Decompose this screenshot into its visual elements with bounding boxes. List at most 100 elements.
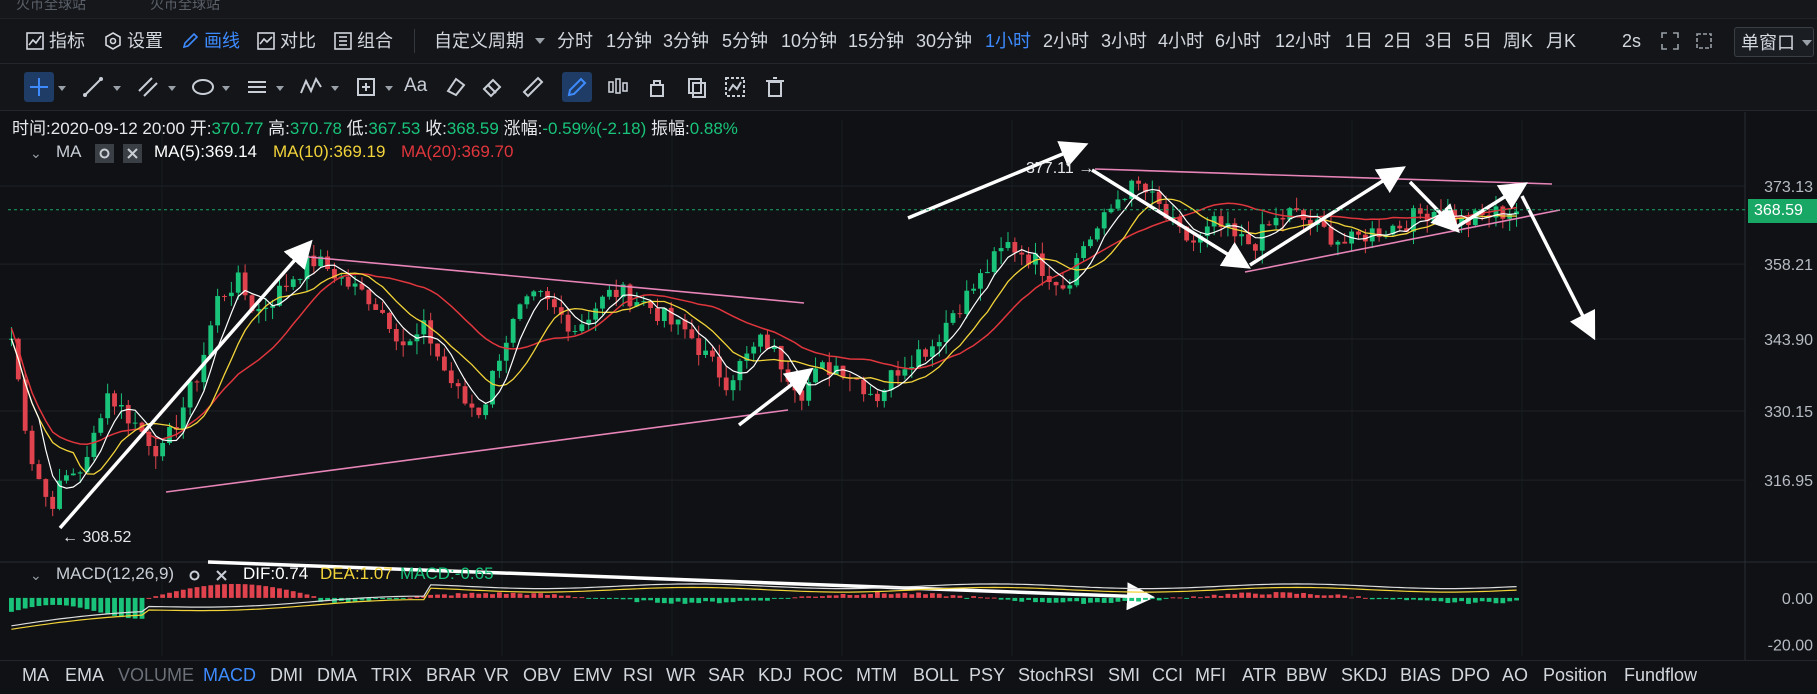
close-icon[interactable] <box>212 566 231 590</box>
window-mode-dropdown[interactable]: 单窗口 <box>1734 27 1814 57</box>
gear-icon[interactable] <box>95 144 114 163</box>
custom-period-dropdown[interactable]: 自定义周期 <box>434 19 546 63</box>
indicator-tab-emv[interactable]: EMV <box>573 665 613 685</box>
trendline-tool[interactable] <box>78 72 108 102</box>
indicator-tab-bbw[interactable]: BBW <box>1286 665 1328 685</box>
text-tool[interactable]: Aa <box>401 72 431 102</box>
ellipse-tool[interactable] <box>188 72 218 102</box>
popout-button[interactable] <box>1694 19 1714 63</box>
indicator-tab-mfi[interactable]: MFI <box>1195 665 1226 685</box>
indicator-button[interactable]: 指标 <box>26 19 85 63</box>
eraser-tool[interactable] <box>441 72 471 102</box>
indicator-tab-skdj[interactable]: SKDJ <box>1341 665 1388 685</box>
browser-tab[interactable]: 火币全球站 <box>150 0 220 12</box>
period-10[interactable]: 4小时 <box>1158 31 1205 51</box>
period-8[interactable]: 2小时 <box>1043 31 1090 51</box>
indicator-tab-atr[interactable]: ATR <box>1242 665 1277 685</box>
candle-body <box>661 307 667 322</box>
keep-drawing-tool[interactable] <box>562 72 592 102</box>
candle-body <box>1500 206 1506 219</box>
compare-button[interactable]: 对比 <box>257 19 316 63</box>
indicator-tab-position[interactable]: Position <box>1543 665 1608 685</box>
period-13[interactable]: 1日 <box>1345 31 1374 51</box>
indicator-tab-dpo[interactable]: DPO <box>1451 665 1491 685</box>
indicator-tab-obv[interactable]: OBV <box>523 665 562 685</box>
period-17[interactable]: 周K <box>1503 31 1534 51</box>
indicator-tab-fundflow[interactable]: Fundflow <box>1624 665 1698 685</box>
chevron-down-icon[interactable] <box>385 86 393 91</box>
period-12[interactable]: 12小时 <box>1275 31 1332 51</box>
period-3[interactable]: 5分钟 <box>722 31 769 51</box>
combo-button[interactable]: 组合 <box>334 19 393 63</box>
draw-line-button[interactable]: 画线 <box>181 19 240 63</box>
macd-bar <box>943 596 949 598</box>
period-7[interactable]: 1小时 <box>985 31 1032 51</box>
indicator-tab-stochrsi[interactable]: StochRSI <box>1018 665 1095 685</box>
ruler-tool[interactable] <box>518 72 548 102</box>
indicator-tab-sar[interactable]: SAR <box>708 665 746 685</box>
fibonacci-tool[interactable] <box>242 72 272 102</box>
indicator-tab-psy[interactable]: PSY <box>969 665 1006 685</box>
template-tool[interactable] <box>720 72 750 102</box>
chevron-down-icon[interactable] <box>276 86 284 91</box>
crosshair-tool[interactable] <box>24 72 54 102</box>
indicator-tab-vr[interactable]: VR <box>484 665 510 685</box>
indicator-tab-volume[interactable]: VOLUME <box>118 665 195 685</box>
close-icon[interactable] <box>123 144 142 163</box>
indicator-tab-mtm[interactable]: MTM <box>856 665 897 685</box>
indicator-tab-roc[interactable]: ROC <box>803 665 843 685</box>
period-9[interactable]: 3小时 <box>1101 31 1148 51</box>
indicator-tab-cci[interactable]: CCI <box>1152 665 1183 685</box>
chevron-down-icon[interactable] <box>113 86 121 91</box>
indicator-tab-dmi[interactable]: DMI <box>270 665 303 685</box>
lock-tool[interactable] <box>642 72 672 102</box>
indicator-tab-macd[interactable]: MACD <box>203 665 256 685</box>
indicator-tab-ema[interactable]: EMA <box>65 665 105 685</box>
copy-tool[interactable] <box>682 72 712 102</box>
period-5[interactable]: 15分钟 <box>848 31 905 51</box>
delete-tool[interactable] <box>760 72 790 102</box>
indicator-tab-ao[interactable]: AO <box>1502 665 1529 685</box>
indicator-tab-kdj[interactable]: KDJ <box>758 665 793 685</box>
period-6[interactable]: 30分钟 <box>916 31 973 51</box>
indicator-tab-dma[interactable]: DMA <box>317 665 357 685</box>
period-18[interactable]: 月K <box>1546 31 1577 51</box>
macd-bar <box>29 597 35 608</box>
period-1[interactable]: 1分钟 <box>606 31 653 51</box>
chevron-down-icon[interactable] <box>222 86 230 91</box>
chevron-down-icon[interactable]: ⌄ <box>30 567 42 583</box>
indicator-tab-ma[interactable]: MA <box>22 665 49 685</box>
period-16[interactable]: 5日 <box>1464 31 1493 51</box>
indicator-tab-boll[interactable]: BOLL <box>913 665 960 685</box>
clear-drawings-tool[interactable] <box>478 72 508 102</box>
measure-tool[interactable] <box>351 72 381 102</box>
wave-tool[interactable] <box>296 72 326 102</box>
settings-button[interactable]: 设置 <box>104 19 163 63</box>
channel-tool[interactable] <box>133 72 163 102</box>
chevron-down-icon[interactable]: ⌄ <box>30 145 42 161</box>
period-14[interactable]: 2日 <box>1384 31 1413 51</box>
period-11[interactable]: 6小时 <box>1215 31 1262 51</box>
indicator-tab-trix[interactable]: TRIX <box>371 665 413 685</box>
gear-icon[interactable] <box>185 566 204 590</box>
indicator-tab-smi[interactable]: SMI <box>1108 665 1141 685</box>
candle-style-tool[interactable] <box>603 72 633 102</box>
chevron-down-icon[interactable] <box>331 86 339 91</box>
refresh-interval[interactable]: 2s <box>1622 31 1642 51</box>
period-15[interactable]: 3日 <box>1425 31 1454 51</box>
indicator-tab-wr[interactable]: WR <box>666 665 696 685</box>
candle-body <box>998 248 1004 252</box>
browser-tab[interactable]: 火币全球站 <box>16 0 86 12</box>
fullscreen-button[interactable] <box>1660 19 1680 63</box>
indicator-tab-rsi[interactable]: RSI <box>623 665 654 685</box>
period-4[interactable]: 10分钟 <box>781 31 838 51</box>
period-2[interactable]: 3分钟 <box>663 31 710 51</box>
indicator-tab-bias[interactable]: BIAS <box>1400 665 1442 685</box>
indicator-tab-brar[interactable]: BRAR <box>426 665 477 685</box>
macd-bar <box>1500 597 1506 604</box>
candle-body <box>785 369 791 382</box>
chevron-down-icon[interactable] <box>168 86 176 91</box>
period-0[interactable]: 分时 <box>557 31 593 51</box>
chevron-down-icon[interactable] <box>58 86 66 91</box>
